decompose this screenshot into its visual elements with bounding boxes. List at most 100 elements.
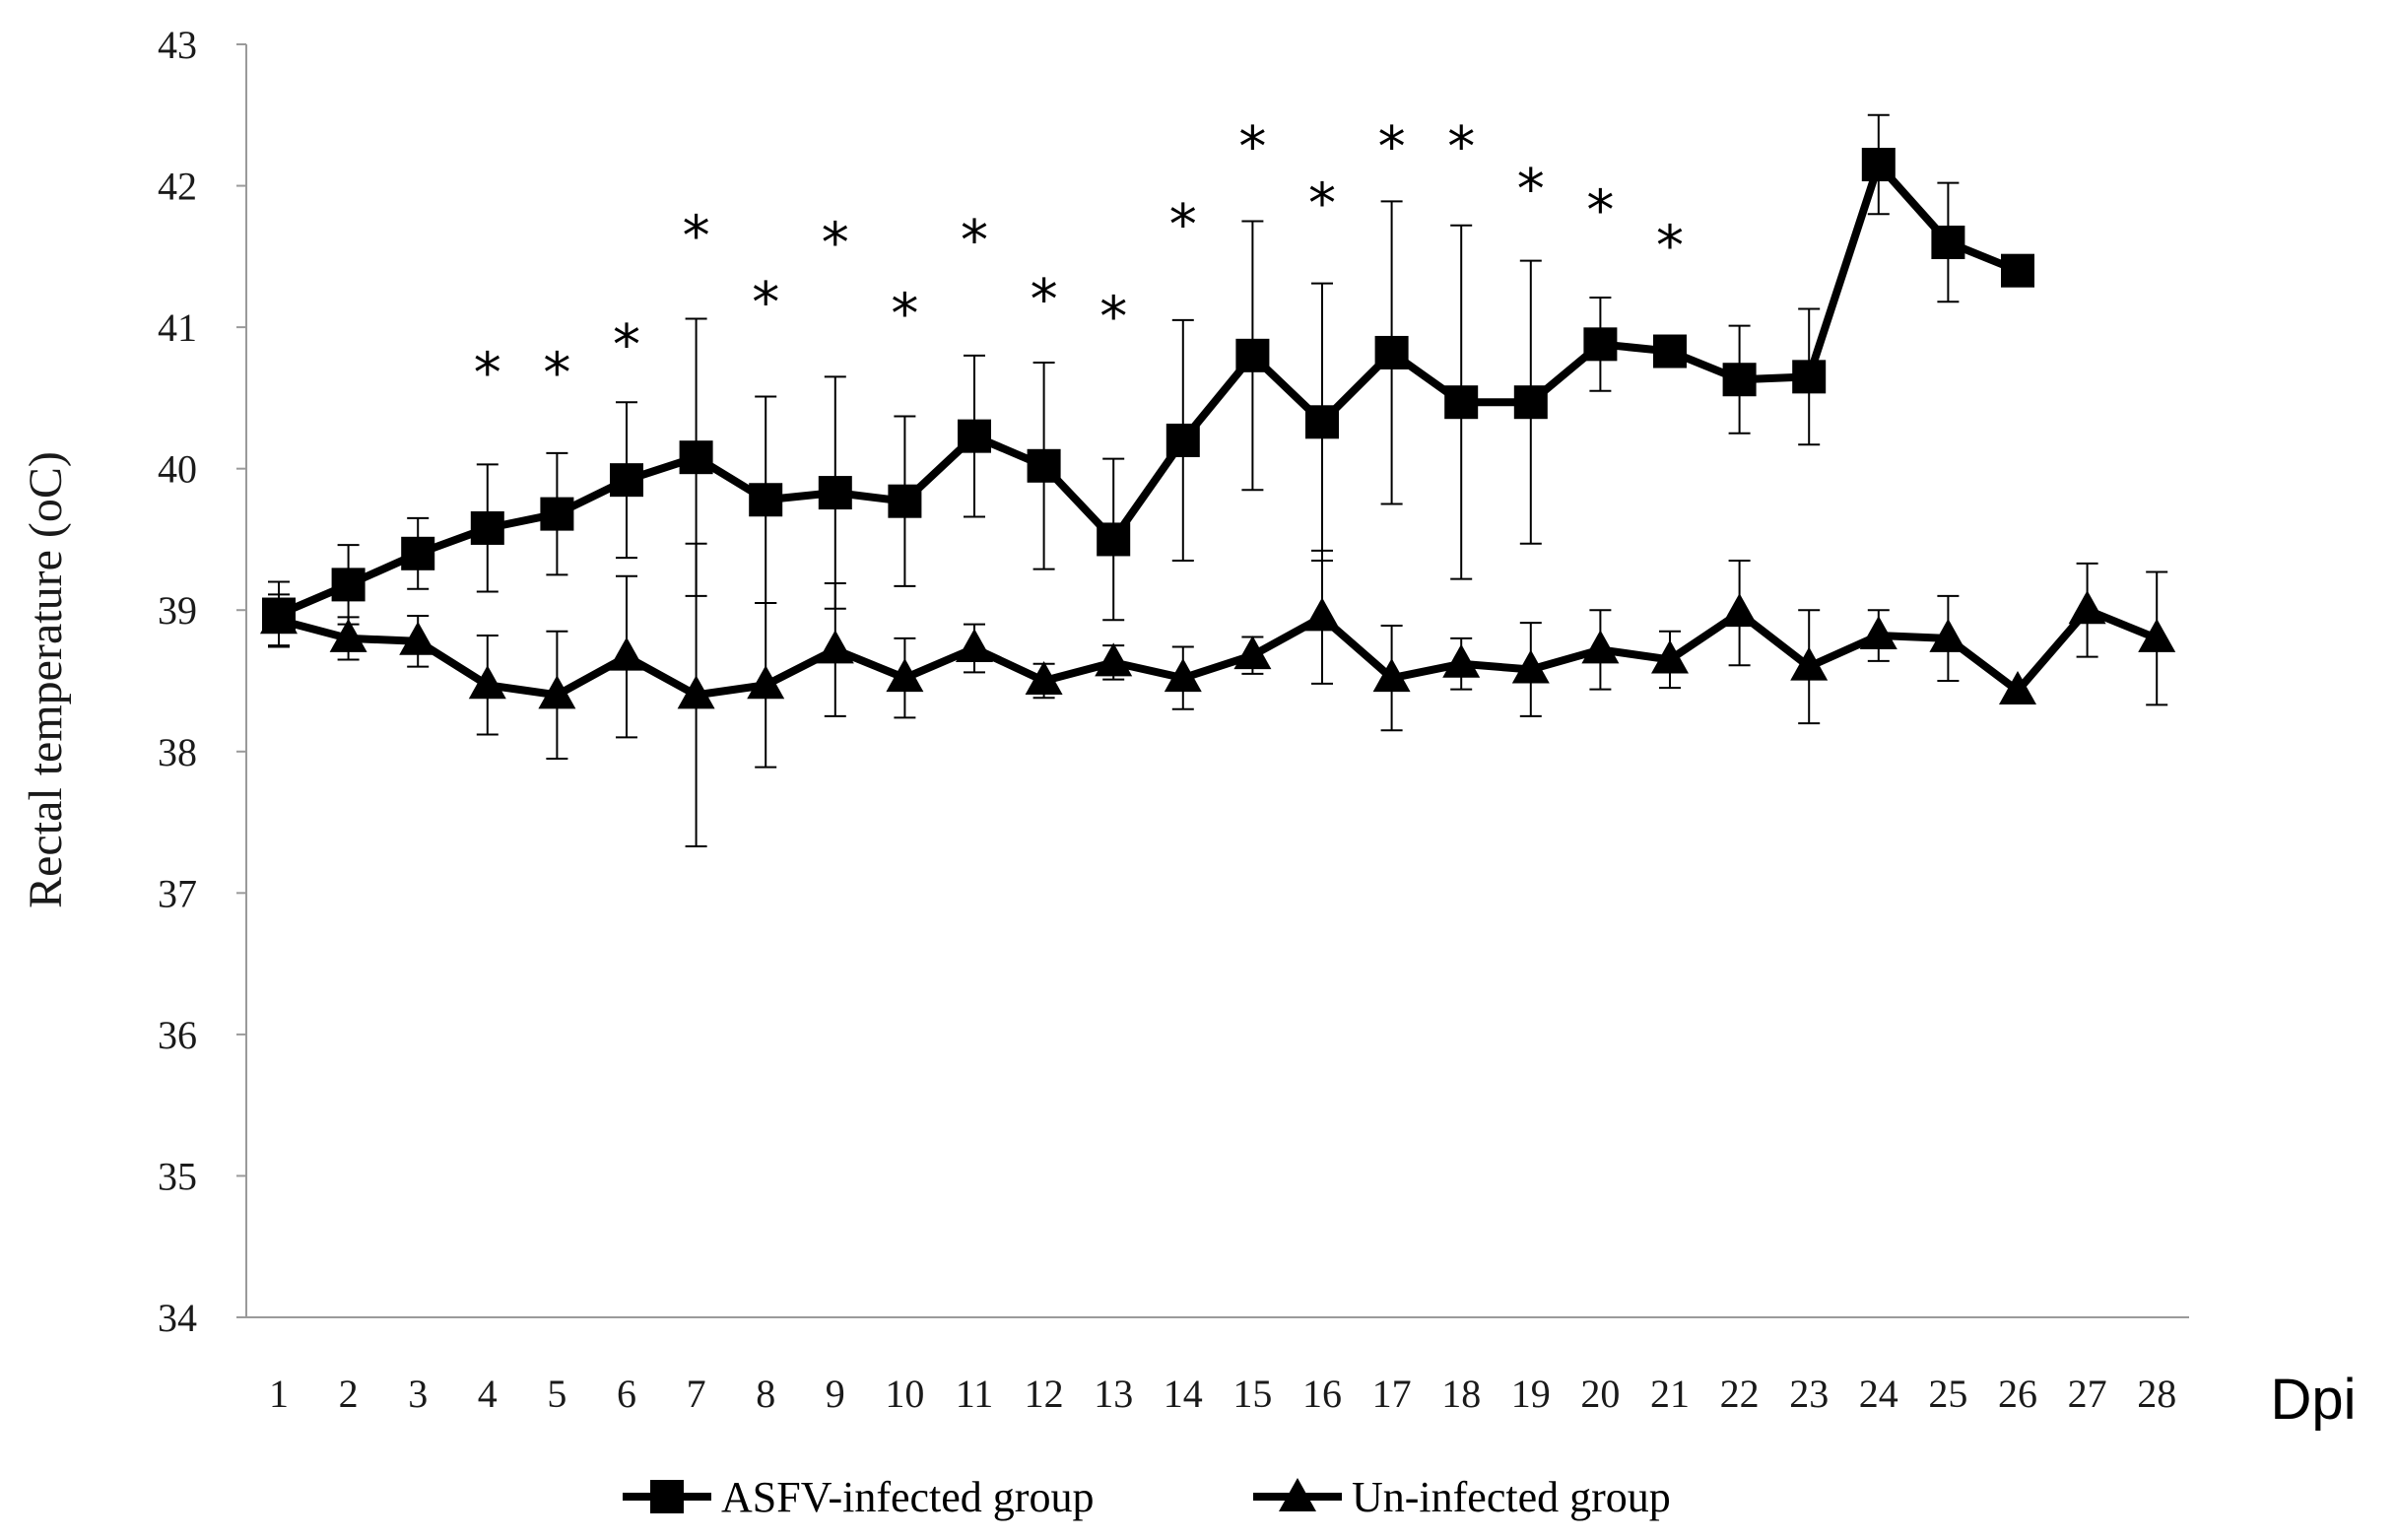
square-marker	[470, 510, 504, 545]
x-tick-label: 13	[1094, 1372, 1133, 1416]
triangle-marker	[1651, 639, 1689, 674]
y-tick-label: 43	[158, 23, 197, 67]
square-marker	[1931, 225, 1965, 259]
significance-star: *	[1099, 285, 1127, 349]
significance-star: *	[1517, 158, 1545, 222]
square-marker	[1722, 363, 1757, 397]
legend: ASFV-infected group Un-infected group	[623, 1473, 1671, 1521]
y-tick-label: 41	[158, 305, 197, 350]
significance-star: *	[891, 282, 918, 346]
significance-star: *	[1447, 115, 1475, 179]
significance-star: *	[1378, 115, 1406, 179]
square-marker	[1165, 423, 1200, 457]
triangle-marker	[468, 665, 506, 700]
y-axis-title: Rectal temperature (oC)	[20, 451, 72, 908]
y-tick-label: 34	[158, 1296, 197, 1340]
legend-triangle-marker	[1279, 1478, 1316, 1511]
significance-star: *	[961, 209, 988, 273]
triangle-marker	[260, 600, 298, 635]
triangle-marker	[538, 675, 576, 709]
series-line-asfv	[277, 157, 2020, 619]
x-tick-label: 5	[547, 1372, 566, 1416]
legend-label-asfv: ASFV-infected group	[721, 1473, 1094, 1521]
triangle-marker	[1164, 658, 1202, 693]
x-tick-label: 21	[1650, 1372, 1690, 1416]
triangle-marker	[608, 636, 645, 671]
square-marker	[1861, 148, 1896, 182]
x-tick-label: 8	[756, 1372, 775, 1416]
significance-star: *	[543, 342, 570, 406]
x-axis-title: Dpi	[2270, 1368, 2356, 1432]
significance-star: *	[613, 313, 640, 377]
legend-item-asfv: ASFV-infected group	[623, 1473, 1094, 1521]
square-marker	[540, 497, 574, 531]
triangle-marker	[816, 630, 854, 664]
x-tick-label: 7	[687, 1372, 706, 1416]
square-marker	[1097, 522, 1131, 557]
square-marker	[888, 484, 922, 518]
y-tick-label: 38	[158, 730, 197, 774]
square-marker	[1583, 327, 1618, 362]
x-tick-label: 11	[956, 1372, 994, 1416]
triangle-marker	[1442, 643, 1481, 678]
square-marker	[2001, 253, 2034, 288]
x-tick-label: 24	[1859, 1372, 1898, 1416]
y-tick-label: 39	[158, 588, 197, 633]
square-marker	[1027, 448, 1061, 483]
triangle-marker	[1859, 616, 1897, 650]
legend-square-marker	[650, 1480, 684, 1513]
triangle-marker	[1720, 593, 1759, 628]
significance-star: *	[1238, 115, 1266, 179]
square-marker	[1513, 385, 1548, 420]
y-tick-label: 37	[158, 871, 197, 915]
x-tick-label: 19	[1511, 1372, 1551, 1416]
square-marker	[749, 483, 783, 517]
significance-star: *	[1586, 179, 1614, 243]
square-marker	[1444, 385, 1479, 420]
square-marker	[401, 536, 435, 570]
triangle-marker	[1999, 671, 2036, 705]
legend-label-uninfected: Un-infected group	[1352, 1473, 1671, 1521]
series-markers	[260, 148, 2176, 709]
triangle-marker	[886, 658, 924, 693]
x-tick-label: 22	[1720, 1372, 1760, 1416]
series-line-uninfected	[277, 605, 2159, 700]
y-tick-label: 35	[158, 1154, 197, 1198]
x-tick-label: 23	[1789, 1372, 1829, 1416]
triangle-marker	[1372, 658, 1411, 693]
square-marker	[1792, 360, 1827, 394]
square-marker	[679, 440, 713, 475]
x-tick-label: 20	[1580, 1372, 1620, 1416]
triangle-marker	[1303, 597, 1341, 632]
x-tick-label: 9	[826, 1372, 845, 1416]
x-tick-label: 2	[339, 1372, 359, 1416]
x-tick-label: 15	[1232, 1372, 1272, 1416]
y-tick-labels: 34 35 36 37 38 39 40 41 42 43	[158, 23, 197, 1340]
y-tick-label: 40	[158, 447, 197, 492]
series-lines	[277, 157, 2159, 700]
significance-star: *	[1656, 214, 1684, 278]
x-tick-label: 17	[1372, 1372, 1412, 1416]
x-tick-label: 18	[1441, 1372, 1481, 1416]
triangle-marker	[2138, 618, 2176, 652]
x-tick-label: 27	[2068, 1372, 2107, 1416]
square-marker	[331, 568, 366, 602]
legend-item-uninfected: Un-infected group	[1253, 1473, 1671, 1521]
triangle-marker	[1233, 636, 1272, 670]
square-marker	[958, 419, 991, 453]
triangle-marker	[399, 621, 437, 655]
significance-star: *	[1031, 268, 1058, 332]
x-tick-label: 4	[478, 1372, 498, 1416]
triangle-marker	[2068, 590, 2106, 625]
x-tick-label: 14	[1164, 1372, 1203, 1416]
significance-star: *	[752, 271, 779, 335]
significance-stars: * * * * * * * * * * * * * * * * * *	[474, 115, 1684, 406]
triangle-marker	[1929, 618, 1967, 652]
x-tick-label: 28	[2137, 1372, 2176, 1416]
x-tick-label: 6	[617, 1372, 636, 1416]
triangle-marker	[329, 618, 367, 652]
x-tick-labels: 1 2 3 4 5 6 7 8 9 10 11 12 13 14 15 16 17 18 19 20 21 22 23 24 2…	[269, 1372, 2176, 1416]
significance-star: *	[1169, 193, 1197, 257]
square-marker	[1374, 335, 1409, 369]
